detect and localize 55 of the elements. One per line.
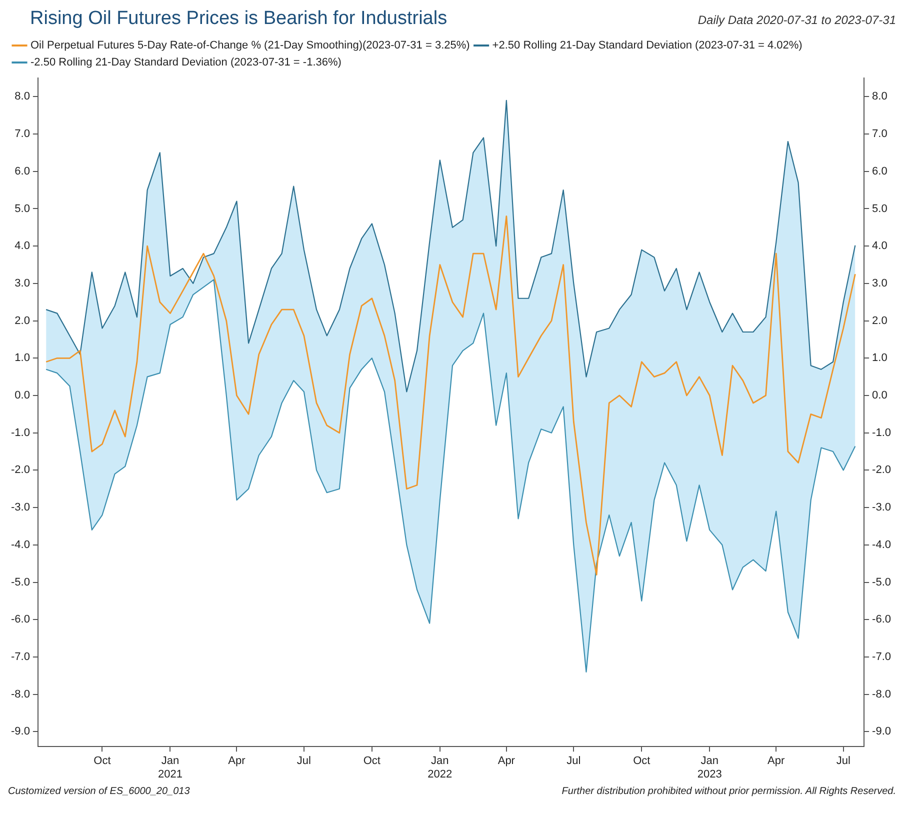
- x-tick-label: Oct: [633, 755, 650, 768]
- y-tick-label: 6.0: [14, 165, 30, 178]
- text: Customized version of ES_6000_20_013: [8, 786, 190, 797]
- y-tick-label: 8.0: [14, 90, 30, 103]
- y-tick-label: 2.0: [14, 314, 30, 327]
- y2-tick-label: 4.0: [872, 240, 888, 252]
- legend-label: +2.50 Rolling 21-Day Standard Deviation (2023-07-31 = 4.02%): [492, 40, 802, 52]
- x-tick-label: Jan 2022: [428, 755, 452, 780]
- y2-tick-label: 5.0: [872, 202, 888, 215]
- y-tick-label: -8.0: [10, 688, 30, 700]
- y2-tick-label: -2.0: [872, 464, 892, 476]
- y2-tick-label: -8.0: [872, 688, 892, 700]
- y-tick-label: -9.0: [10, 726, 30, 738]
- y2-tick-label: -7.0: [872, 650, 892, 663]
- y-tick-label: -5.0: [10, 576, 30, 588]
- x-tick-label: Apr: [228, 755, 246, 768]
- y-tick-label: -1.0: [10, 426, 30, 439]
- y2-tick-label: -5.0: [872, 576, 892, 588]
- y-tick-label: -2.0: [10, 464, 30, 476]
- x-tick-label: Jan 2021: [158, 755, 182, 780]
- chart-subtitle: Daily Data 2020-07-31 to 2023-07-31: [698, 13, 896, 27]
- y2-tick-label: -9.0: [872, 726, 892, 738]
- y-tick-label: -4.0: [10, 538, 30, 551]
- chart-title: Rising Oil Futures Prices is Bearish for Industrials: [30, 8, 448, 30]
- y2-tick-label: -6.0: [872, 614, 892, 626]
- y-tick-label: 3.0: [14, 277, 30, 290]
- y2-tick-label: 1.0: [872, 352, 888, 364]
- y2-tick-label: 2.0: [872, 314, 888, 327]
- y-tick-label: 7.0: [14, 128, 30, 140]
- x-tick-label: Apr: [498, 755, 516, 768]
- y-tick-label: -7.0: [10, 650, 30, 663]
- y2-tick-label: 8.0: [872, 90, 888, 103]
- x-tick-label: Jul: [566, 755, 581, 768]
- legend-label: Oil Perpetual Futures 5-Day Rate-of-Change % (21-Day Smoothing)(2023-07-31 = 3.25%): [30, 40, 470, 52]
- y-tick-label: -3.0: [10, 502, 30, 514]
- x-tick-label: Oct: [363, 755, 380, 768]
- y2-tick-label: 0.0: [872, 390, 888, 402]
- x-tick-label: Jul: [296, 755, 311, 768]
- x-tick-label: Apr: [768, 755, 786, 768]
- y2-tick-label: -3.0: [872, 502, 892, 514]
- x-tick-label: Oct: [94, 755, 111, 768]
- y-tick-label: -6.0: [10, 614, 30, 626]
- y2-tick-label: 3.0: [872, 277, 888, 290]
- legend-label: -2.50 Rolling 21-Day Standard Deviation (2023-07-31 = -1.36%): [30, 56, 342, 69]
- y2-tick-label: 6.0: [872, 165, 888, 178]
- y2-tick-label: -1.0: [872, 426, 892, 439]
- x-tick-label: Jul: [836, 755, 850, 768]
- y-tick-label: 0.0: [14, 390, 30, 402]
- y2-tick-label: -4.0: [872, 538, 892, 551]
- x-tick-label: Jan 2023: [697, 755, 722, 780]
- y-tick-label: 4.0: [14, 240, 30, 252]
- y-tick-label: 5.0: [14, 202, 30, 215]
- y2-tick-label: 7.0: [872, 128, 888, 140]
- y-tick-label: 1.0: [14, 352, 30, 364]
- text: Further distribution prohibited without prior permission. All Rights Reserved.: [562, 786, 896, 797]
